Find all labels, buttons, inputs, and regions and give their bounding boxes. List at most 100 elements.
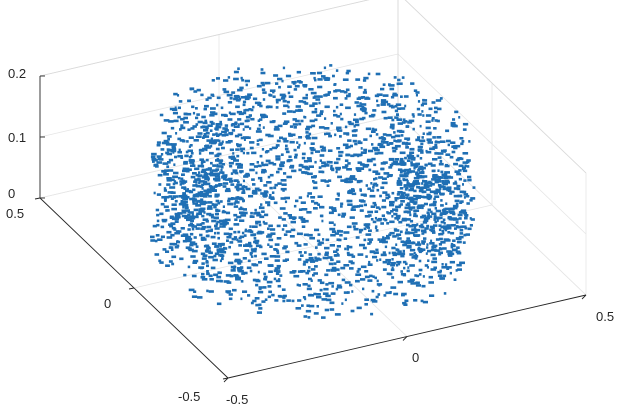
data-point bbox=[374, 177, 378, 180]
data-point bbox=[349, 283, 353, 287]
data-point bbox=[239, 187, 245, 191]
data-point bbox=[404, 206, 410, 210]
data-point bbox=[417, 136, 421, 139]
data-point bbox=[467, 175, 472, 179]
data-point bbox=[169, 186, 176, 189]
data-point bbox=[171, 147, 176, 150]
data-point bbox=[412, 181, 417, 185]
data-point bbox=[160, 235, 165, 239]
data-point bbox=[200, 162, 204, 165]
data-point bbox=[173, 196, 176, 199]
data-point bbox=[208, 255, 214, 259]
data-point bbox=[166, 230, 172, 234]
data-point bbox=[455, 250, 461, 254]
data-point bbox=[275, 145, 278, 149]
data-point bbox=[392, 235, 397, 238]
data-point bbox=[292, 123, 298, 126]
data-point bbox=[332, 74, 335, 78]
data-point bbox=[433, 190, 440, 193]
data-point bbox=[367, 279, 373, 282]
data-point bbox=[415, 228, 421, 232]
z-tick-label-0: 0 bbox=[8, 186, 15, 201]
data-point bbox=[316, 305, 319, 308]
data-point bbox=[237, 240, 243, 243]
data-point bbox=[231, 237, 237, 241]
data-point bbox=[255, 171, 258, 175]
data-point bbox=[413, 209, 420, 212]
data-point bbox=[441, 181, 448, 185]
data-point bbox=[206, 212, 212, 216]
data-point bbox=[335, 89, 341, 92]
data-point bbox=[307, 192, 312, 195]
data-point bbox=[214, 127, 219, 130]
data-point bbox=[260, 203, 263, 206]
data-point bbox=[321, 75, 326, 78]
data-point bbox=[399, 118, 403, 121]
data-point bbox=[336, 147, 341, 150]
data-point bbox=[302, 283, 308, 286]
data-point bbox=[416, 223, 419, 226]
data-point bbox=[192, 259, 199, 263]
data-point bbox=[310, 142, 315, 145]
data-point bbox=[407, 211, 411, 214]
data-point bbox=[237, 230, 241, 234]
data-point bbox=[391, 276, 395, 279]
data-point bbox=[261, 300, 266, 303]
data-point bbox=[260, 68, 264, 71]
data-point bbox=[373, 177, 376, 181]
data-point bbox=[205, 182, 211, 186]
data-point bbox=[316, 239, 321, 243]
data-point bbox=[153, 191, 156, 195]
data-point bbox=[291, 216, 295, 219]
data-point bbox=[206, 270, 209, 273]
data-point bbox=[273, 128, 280, 131]
data-point bbox=[196, 88, 201, 92]
data-point bbox=[397, 280, 403, 284]
data-point bbox=[183, 187, 187, 190]
data-point bbox=[421, 166, 426, 170]
data-point bbox=[449, 207, 455, 211]
data-point bbox=[320, 149, 327, 152]
data-point bbox=[159, 261, 164, 264]
data-point bbox=[200, 252, 206, 256]
data-point bbox=[252, 249, 257, 253]
data-point bbox=[382, 260, 388, 264]
data-point bbox=[331, 266, 337, 270]
data-point bbox=[425, 126, 431, 130]
data-point bbox=[258, 261, 262, 264]
data-point bbox=[247, 96, 251, 99]
data-point bbox=[340, 179, 346, 182]
data-point bbox=[235, 99, 241, 102]
data-point bbox=[389, 202, 394, 206]
data-point bbox=[452, 118, 456, 121]
x-tick-mark-0 bbox=[223, 377, 229, 383]
data-point bbox=[193, 236, 197, 239]
data-point bbox=[184, 216, 190, 219]
data-point bbox=[156, 143, 161, 147]
data-point bbox=[269, 120, 275, 124]
data-point bbox=[346, 199, 353, 203]
data-point bbox=[185, 214, 189, 218]
data-point bbox=[301, 304, 304, 307]
data-point bbox=[414, 230, 418, 234]
data-point bbox=[380, 100, 385, 104]
data-point bbox=[422, 98, 425, 102]
data-point bbox=[446, 250, 451, 253]
data-point bbox=[180, 177, 184, 181]
data-point bbox=[191, 225, 197, 228]
data-point bbox=[423, 230, 427, 234]
data-point bbox=[189, 197, 194, 201]
data-point bbox=[430, 239, 433, 243]
data-point bbox=[233, 252, 240, 256]
data-point bbox=[408, 208, 413, 211]
data-point bbox=[310, 260, 316, 263]
data-point bbox=[152, 160, 155, 163]
data-point bbox=[233, 213, 238, 217]
data-point bbox=[182, 204, 189, 207]
data-point bbox=[171, 222, 176, 226]
data-point bbox=[230, 157, 237, 160]
data-point bbox=[462, 241, 466, 244]
data-point bbox=[165, 250, 170, 253]
data-point bbox=[273, 277, 277, 281]
data-point bbox=[274, 125, 279, 129]
